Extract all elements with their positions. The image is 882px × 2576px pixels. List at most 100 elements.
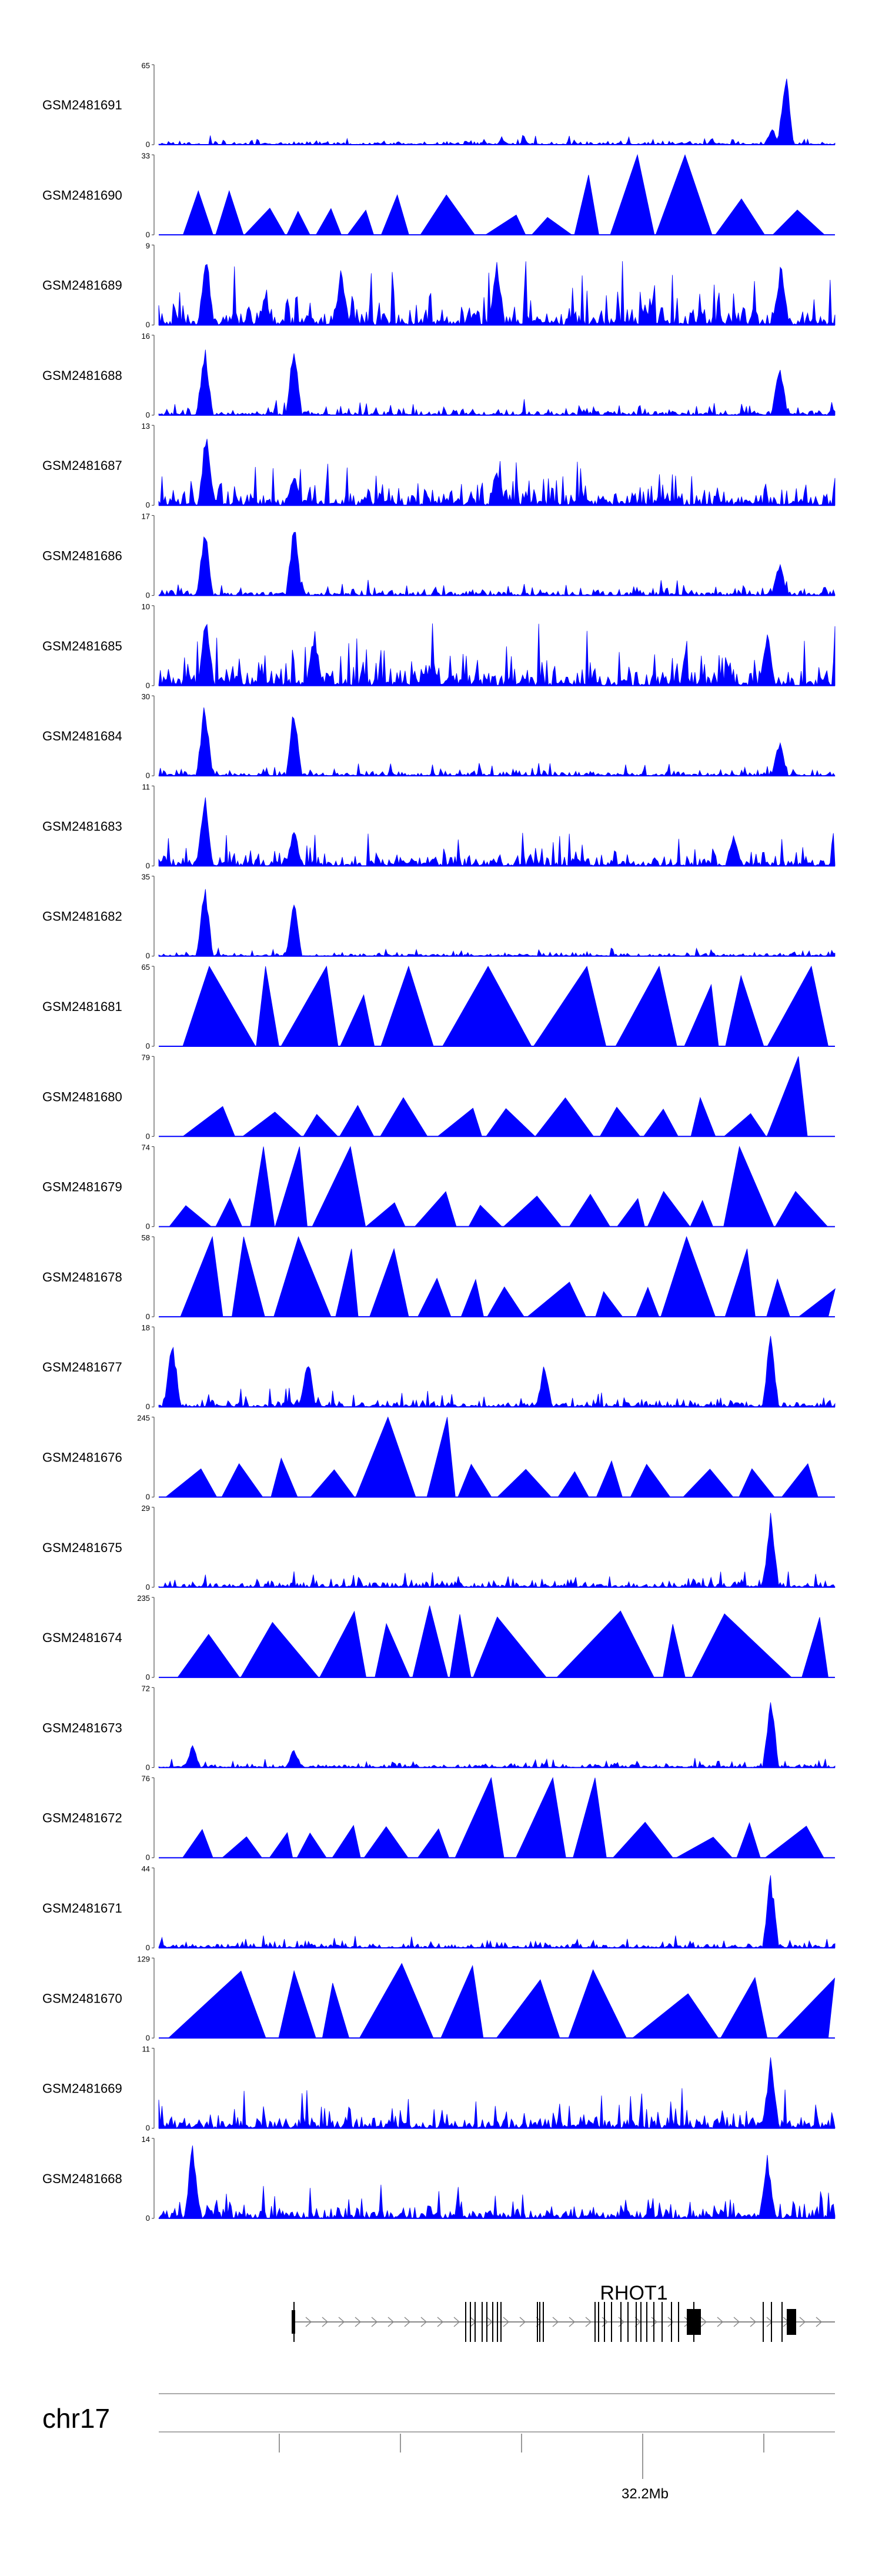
track-signal-area [159, 1777, 835, 1858]
track-GSM2481691: GSM2481691 65 0 [42, 61, 836, 149]
track-signal-area [158, 2145, 836, 2220]
track-GSM2481687: GSM2481687 13 0 [42, 422, 836, 509]
strand-arrow [305, 2317, 312, 2327]
track-max-label: 11 [142, 2045, 151, 2054]
track-GSM2481669: GSM2481669 11 0 [42, 2045, 836, 2133]
track-max-label: 16 [142, 332, 150, 341]
track-label: GSM2481687 [42, 458, 122, 473]
track-GSM2481672: GSM2481672 76 0 [42, 1774, 835, 1862]
track-max-label: 13 [142, 422, 150, 431]
strand-arrow [667, 2317, 674, 2327]
gene-exon-block [292, 2310, 295, 2334]
track-max-label: 65 [142, 963, 150, 972]
track-GSM2481684: GSM2481684 30 0 [42, 692, 836, 780]
strand-arrow [585, 2317, 592, 2327]
track-min-label: 0 [146, 1042, 150, 1050]
track-max-label: 44 [142, 1864, 150, 1873]
track-label: GSM2481673 [42, 1720, 122, 1735]
strand-arrow [717, 2317, 724, 2327]
track-signal-area [158, 1702, 836, 1769]
track-signal-area [158, 78, 836, 146]
track-signal-area [158, 1875, 836, 1949]
track-signal-area [158, 797, 836, 867]
track-label: GSM2481679 [42, 1180, 122, 1194]
strand-arrow [437, 2317, 444, 2327]
track-min-label: 0 [146, 2124, 150, 2133]
strand-arrow [816, 2317, 823, 2327]
track-label: GSM2481685 [42, 639, 122, 653]
strand-arrow [453, 2317, 460, 2327]
track-max-label: 74 [142, 1143, 150, 1152]
track-label: GSM2481672 [42, 1811, 122, 1826]
track-signal-area [158, 1513, 836, 1589]
track-max-label: 29 [142, 1504, 150, 1513]
track-GSM2481670: GSM2481670 129 0 [42, 1954, 836, 2042]
track-signal-area [158, 1336, 836, 1408]
track-GSM2481689: GSM2481689 9 0 [42, 242, 836, 329]
strand-arrow [799, 2317, 806, 2327]
strand-arrow [371, 2317, 378, 2327]
track-min-label: 0 [146, 1853, 150, 1862]
track-min-label: 0 [146, 230, 150, 239]
track-label: GSM2481678 [42, 1270, 122, 1284]
track-max-label: 58 [142, 1233, 150, 1242]
track-signal-area [158, 261, 836, 326]
track-max-label: 245 [137, 1414, 150, 1423]
track-max-label: 65 [142, 61, 150, 70]
track-GSM2481668: GSM2481668 14 0 [42, 2135, 836, 2223]
track-GSM2481678: GSM2481678 58 0 [42, 1233, 836, 1321]
track-signal-area [159, 1146, 835, 1227]
track-min-label: 0 [146, 1493, 150, 1501]
chromosome-label: chr17 [42, 2403, 110, 2434]
track-signal-area [159, 965, 835, 1047]
track-min-label: 0 [146, 1312, 150, 1321]
track-label: GSM2481690 [42, 188, 122, 202]
track-GSM2481677: GSM2481677 18 0 [42, 1323, 836, 1411]
track-min-label: 0 [146, 1583, 150, 1591]
track-label: GSM2481670 [42, 1991, 122, 2006]
track-signal-area [158, 2057, 836, 2129]
track-GSM2481671: GSM2481671 44 0 [42, 1864, 836, 1952]
track-max-label: 11 [142, 782, 151, 791]
track-max-label: 35 [142, 873, 150, 882]
track-max-label: 33 [142, 151, 150, 160]
track-label: GSM2481681 [42, 999, 122, 1014]
track-label: GSM2481675 [42, 1540, 122, 1555]
strand-arrow [355, 2317, 362, 2327]
track-GSM2481680: GSM2481680 79 0 [42, 1053, 835, 1140]
track-signal-area [158, 707, 836, 776]
strand-arrow [503, 2317, 510, 2327]
track-signal-area [158, 349, 836, 416]
track-GSM2481685: GSM2481685 10 0 [42, 602, 836, 690]
track-signal-area [159, 1605, 835, 1678]
track-GSM2481683: GSM2481683 11 0 [42, 782, 836, 870]
track-min-label: 0 [146, 1943, 150, 1952]
track-max-label: 72 [142, 1684, 150, 1693]
track-label: GSM2481686 [42, 549, 122, 563]
track-max-label: 79 [142, 1053, 150, 1062]
track-label: GSM2481677 [42, 1360, 122, 1374]
genomic-axis: 32.2Mb [279, 2434, 764, 2502]
track-min-label: 0 [146, 500, 150, 509]
track-GSM2481690: GSM2481690 33 0 [42, 151, 835, 239]
strand-arrow [519, 2317, 526, 2327]
track-label: GSM2481671 [42, 1901, 122, 1916]
track-label: GSM2481683 [42, 819, 122, 833]
strand-arrow [420, 2317, 427, 2327]
track-min-label: 0 [146, 771, 150, 780]
chromosome-ideogram: chr17 [42, 2393, 835, 2434]
track-label: GSM2481669 [42, 2081, 122, 2096]
axis-tick-label: 32.2Mb [622, 2486, 669, 2502]
track-min-label: 0 [146, 2214, 150, 2223]
track-label: GSM2481682 [42, 909, 122, 924]
track-GSM2481674: GSM2481674 235 0 [42, 1594, 835, 1681]
strand-arrow [750, 2317, 757, 2327]
track-max-label: 17 [142, 512, 150, 521]
track-signal-area [159, 154, 835, 235]
track-min-label: 0 [146, 1673, 150, 1681]
track-label: GSM2481668 [42, 2171, 122, 2186]
track-GSM2481682: GSM2481682 35 0 [42, 873, 836, 960]
strand-arrow [733, 2317, 740, 2327]
track-min-label: 0 [146, 861, 150, 870]
track-min-label: 0 [146, 1763, 150, 1771]
